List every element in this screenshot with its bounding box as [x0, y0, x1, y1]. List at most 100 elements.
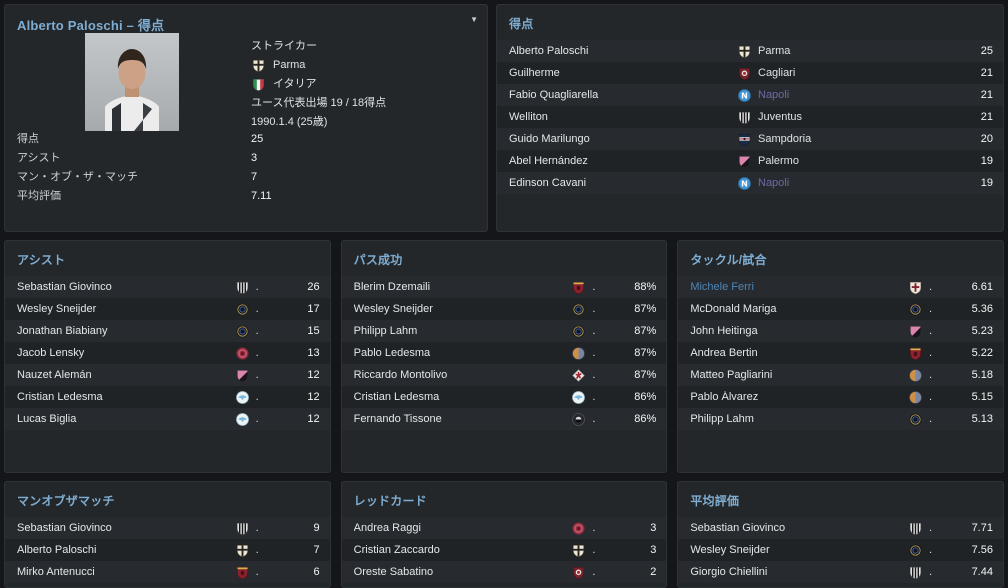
player-name[interactable]: Jacob Lensky [17, 347, 85, 359]
club-name[interactable]: Parma [758, 45, 791, 57]
player-name[interactable]: Nauzet Alemán [17, 369, 92, 381]
player-name[interactable]: Alberto Paloschi [509, 45, 589, 57]
player-name[interactable]: Cristian Zaccardo [353, 544, 440, 556]
sampdoria-badge-icon[interactable] [737, 132, 752, 147]
leaderboard-row[interactable]: Andrea Raggi. 3 [341, 517, 667, 539]
player-name[interactable]: Fernando Tissone [353, 413, 442, 425]
leaderboard-row[interactable]: Alberto Paloschi Parma 25 [497, 40, 1003, 62]
player-name[interactable]: Matteo Pagliarini [690, 369, 773, 381]
player-name[interactable]: Alberto Paloschi [17, 544, 97, 556]
club-name[interactable]: . [592, 369, 596, 381]
leaderboard-row[interactable]: Wesley Sneijder. 7.56 [678, 539, 1003, 561]
club-name[interactable]: Cagliari [758, 67, 796, 79]
palermo-badge-icon[interactable] [908, 324, 923, 339]
player-name[interactable]: Guido Marilungo [509, 133, 590, 145]
juventus-badge-icon[interactable] [737, 110, 752, 125]
player-name[interactable]: Wesley Sneijder [353, 303, 433, 315]
player-name[interactable]: Cristian Ledesma [17, 391, 103, 403]
lazio-badge-icon[interactable] [571, 390, 586, 405]
inter-badge-icon[interactable] [908, 412, 923, 427]
lazio-badge-icon[interactable] [235, 390, 250, 405]
club-name[interactable]: . [928, 413, 933, 425]
club-name[interactable]: . [255, 544, 259, 556]
leaderboard-row[interactable]: Andrea Bertin. 5.22 [678, 342, 1003, 364]
leaderboard-row[interactable]: Riccardo Montolivo. 87% [341, 364, 667, 386]
player-nation-line[interactable]: イタリア [251, 75, 386, 94]
club-name[interactable]: . [255, 413, 259, 425]
club-name[interactable]: . [592, 325, 596, 337]
club-name[interactable]: . [255, 369, 259, 381]
club-name[interactable]: Sampdoria [758, 133, 812, 145]
player-name[interactable]: Edinson Cavani [509, 177, 587, 189]
player-name[interactable]: Guilherme [509, 67, 560, 79]
torino-badge-icon[interactable] [571, 280, 586, 295]
leaderboard-row[interactable]: Sebastian Giovinco. 7.71 [678, 517, 1003, 539]
leaderboard-row[interactable]: Mirko Antenucci. 6 [5, 561, 330, 583]
club-name[interactable]: Napoli [758, 89, 790, 101]
player-name[interactable]: Welliton [509, 111, 548, 123]
inter-badge-icon[interactable] [908, 543, 923, 558]
leaderboard-row[interactable]: Oreste Sabatino. 2 [341, 561, 667, 583]
club-name[interactable]: . [928, 391, 933, 403]
juventus-badge-icon[interactable] [908, 565, 923, 580]
napoli-badge-icon[interactable]: N [737, 88, 752, 103]
club-name[interactable]: . [928, 566, 933, 578]
catania-badge-icon[interactable] [908, 390, 923, 405]
player-name[interactable]: Lucas Biglia [17, 413, 77, 425]
player-name[interactable]: Riccardo Montolivo [353, 369, 448, 381]
club-name[interactable]: . [592, 281, 596, 293]
club-name[interactable]: . [592, 522, 596, 534]
nation-name[interactable]: イタリア [273, 78, 317, 90]
club-name[interactable]: . [255, 347, 259, 359]
player-club-line[interactable]: Parma [251, 56, 386, 75]
parma-badge-icon[interactable] [737, 44, 752, 59]
leaderboard-row[interactable]: Giorgio Chiellini. 7.44 [678, 561, 1003, 583]
leaderboard-row[interactable]: Philipp Lahm. 5.13 [678, 408, 1003, 430]
leaderboard-row[interactable]: Fabio Quagliarella N Napoli 21 [497, 84, 1003, 106]
leaderboard-row[interactable]: Edinson Cavani N Napoli 19 [497, 172, 1003, 194]
player-name[interactable]: Giorgio Chiellini [690, 566, 768, 578]
club-name[interactable]: . [592, 347, 596, 359]
leaderboard-row[interactable]: Guido Marilungo Sampdoria 20 [497, 128, 1003, 150]
player-name[interactable]: Pablo Ledesma [353, 347, 431, 359]
parma-badge-icon[interactable] [571, 543, 586, 558]
leaderboard-row[interactable]: Jonathan Biabiany. 15 [5, 320, 330, 342]
cagliari-badge-icon[interactable] [737, 66, 752, 81]
player-name[interactable]: Wesley Sneijder [17, 303, 97, 315]
player-name[interactable]: Fabio Quagliarella [509, 89, 599, 101]
inter-badge-icon[interactable] [235, 324, 250, 339]
leaderboard-row[interactable]: Guilherme Cagliari 21 [497, 62, 1003, 84]
club-name[interactable]: . [255, 325, 259, 337]
chevron-down-icon[interactable]: ▼ [470, 15, 478, 24]
club-name[interactable]: . [592, 303, 596, 315]
player-name[interactable]: Wesley Sneijder [690, 544, 770, 556]
leaderboard-row[interactable]: Alberto Paloschi. 7 [5, 539, 330, 561]
leaderboard-row[interactable]: Michele Ferri. 6.61 [678, 276, 1003, 298]
club-name[interactable]: . [592, 391, 596, 403]
club-name[interactable]: . [928, 347, 933, 359]
player-name[interactable]: Philipp Lahm [353, 325, 418, 337]
player-name[interactable]: Pablo Álvarez [690, 391, 759, 403]
leaderboard-row[interactable]: John Heitinga. 5.23 [678, 320, 1003, 342]
player-name[interactable]: Andrea Raggi [353, 522, 421, 534]
juventus-badge-icon[interactable] [235, 280, 250, 295]
player-name[interactable]: Jonathan Biabiany [17, 325, 108, 337]
player-name[interactable]: Cristian Ledesma [353, 391, 440, 403]
player-name[interactable]: McDonald Mariga [690, 303, 777, 315]
leaderboard-row[interactable]: Nauzet Alemán. 12 [5, 364, 330, 386]
leaderboard-row[interactable]: Cristian Ledesma. 12 [5, 386, 330, 408]
club-name[interactable]: . [928, 522, 933, 534]
player-name[interactable]: Oreste Sabatino [353, 566, 434, 578]
club-name[interactable]: . [255, 281, 259, 293]
leaderboard-row[interactable]: Pablo Ledesma. 87% [341, 342, 667, 364]
palermo-badge-icon[interactable] [235, 368, 250, 383]
leaderboard-row[interactable]: Matteo Pagliarini. 5.18 [678, 364, 1003, 386]
redring-badge-icon[interactable] [571, 521, 586, 536]
leaderboard-row[interactable]: Jacob Lensky. 13 [5, 342, 330, 364]
inter-badge-icon[interactable] [908, 302, 923, 317]
player-name[interactable]: Philipp Lahm [690, 413, 754, 425]
leaderboard-row[interactable]: Sebastian Giovinco. 9 [5, 517, 330, 539]
club-name[interactable]: Juventus [758, 111, 803, 123]
catania-badge-icon[interactable] [571, 346, 586, 361]
player-name[interactable]: John Heitinga [690, 325, 758, 337]
